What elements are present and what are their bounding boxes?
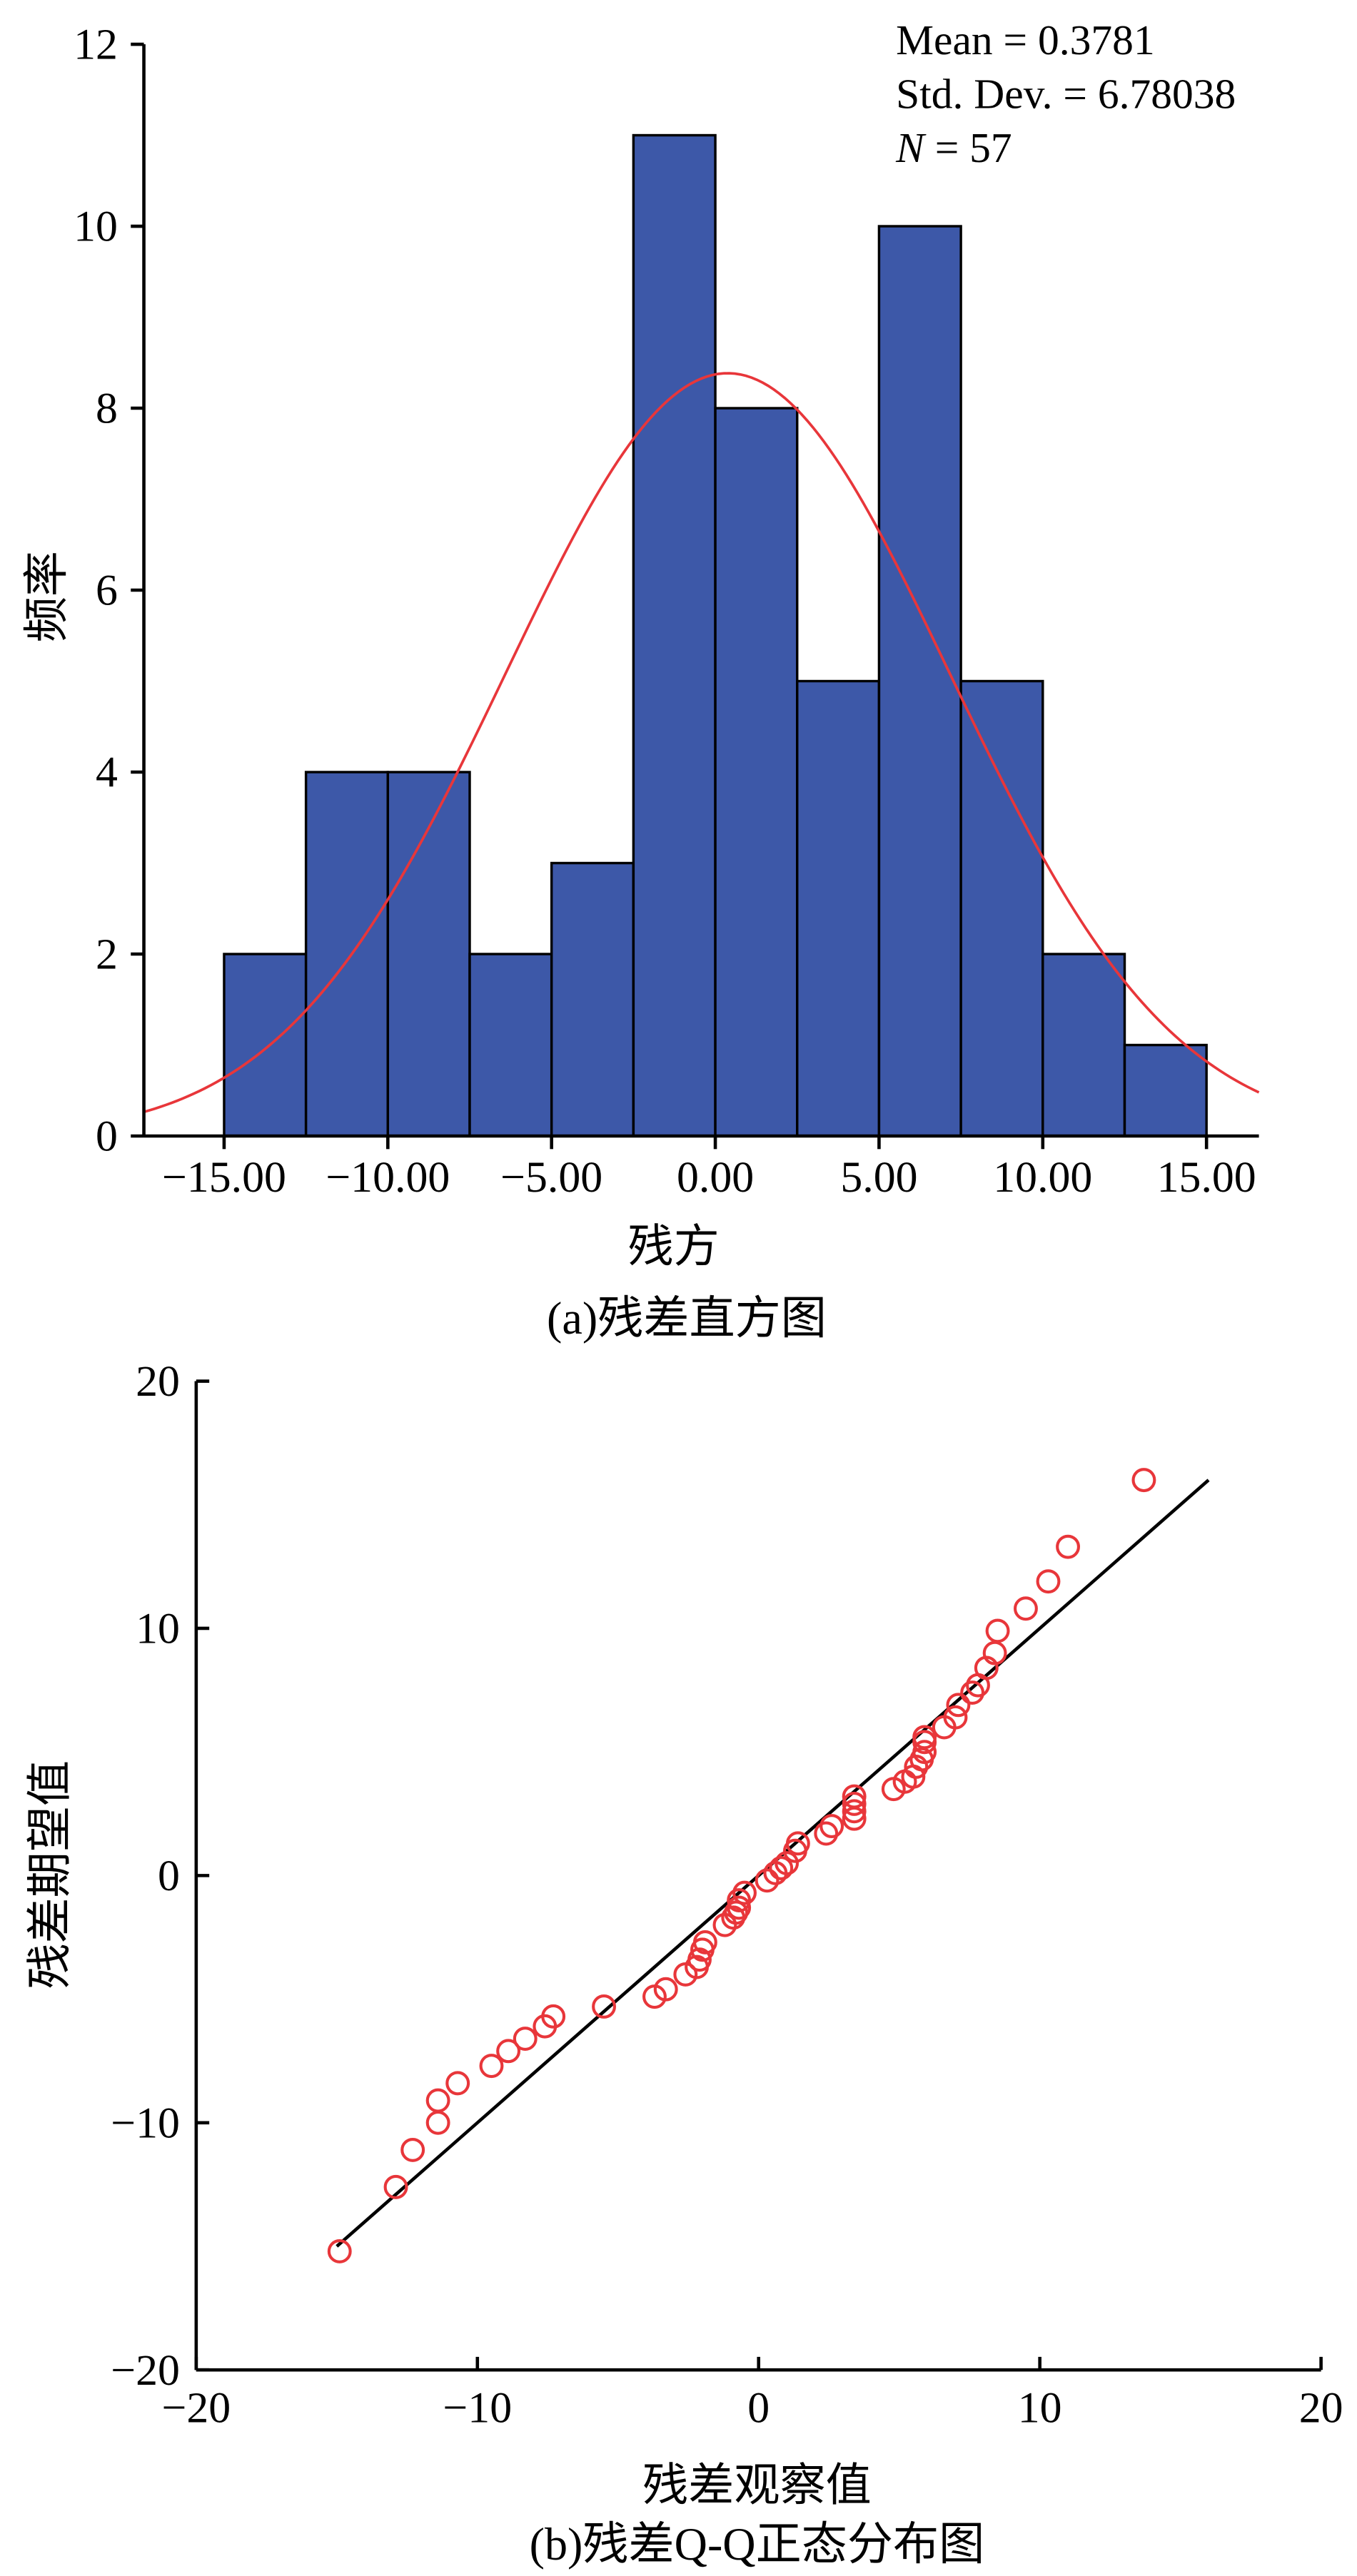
stat-sd: Std. Dev. = 6.78038	[896, 70, 1236, 117]
qq-point	[755, 1868, 780, 1893]
qq-point	[653, 1977, 678, 2002]
histogram-bars	[223, 133, 1208, 1137]
y-tick-label: 0	[158, 1852, 180, 1900]
qq-point	[960, 1680, 985, 1705]
qq-point	[912, 1740, 937, 1765]
qq-caption: (b)残差Q-Q正态分布图	[530, 2519, 985, 2570]
x-tick-label: 0	[747, 2384, 770, 2433]
y-tick-label: −20	[111, 2346, 180, 2395]
stat-n-value: = 57	[924, 124, 1012, 171]
qq-point	[842, 1799, 867, 1824]
qq-point	[1056, 1534, 1081, 1559]
x-tick-label: −10	[443, 2384, 512, 2433]
x-tick-label: 15.00	[1157, 1153, 1256, 1202]
x-tick-label: 0.00	[677, 1153, 754, 1202]
histogram-bar	[304, 771, 390, 1137]
histogram-bar	[959, 679, 1044, 1137]
y-tick-label: 0	[96, 1112, 118, 1161]
qq-point	[727, 1895, 752, 1920]
qq-point	[592, 1994, 617, 2019]
qq-point	[785, 1831, 810, 1856]
qq-point	[842, 1784, 867, 1809]
qq-plot-chart: −20 −10 0 10 20 −20 −10 0 10 20 残差观察值 残差期望值 (b)残差…	[25, 1357, 1343, 2570]
y-tick-label: 12	[74, 21, 118, 69]
y-tick-label: 6	[96, 567, 118, 615]
histogram-bar	[1041, 953, 1126, 1137]
x-tick-label: 10	[1018, 2384, 1062, 2433]
stat-mean: Mean = 0.3781	[896, 16, 1155, 64]
x-tick-label: −20	[161, 2384, 231, 2433]
qq-point	[946, 1693, 971, 1718]
qq-points	[327, 1468, 1156, 2263]
histogram-y-label: 频率	[21, 551, 72, 642]
qq-point	[400, 2137, 425, 2162]
x-tick-label: −15.00	[162, 1153, 286, 1202]
histogram-bar	[386, 771, 471, 1137]
qq-point	[479, 2054, 504, 2079]
qq-point	[445, 2071, 470, 2096]
normal-curve	[143, 372, 1260, 1114]
qq-point	[496, 2039, 521, 2064]
y-tick-label: 4	[96, 749, 118, 797]
histogram-caption: (a)残差直方图	[547, 1293, 827, 1344]
x-tick-label: 5.00	[840, 1153, 917, 1202]
y-tick-label: 20	[136, 1357, 180, 1406]
qq-x-label: 残差观察值	[642, 2460, 872, 2510]
y-tick-label: −10	[111, 2099, 180, 2147]
qq-point	[425, 2110, 450, 2135]
qq-point	[912, 1725, 937, 1750]
histogram-bar	[550, 861, 635, 1137]
qq-point	[1014, 1596, 1038, 1621]
y-tick-label: 8	[96, 385, 118, 433]
qq-point	[513, 2027, 538, 2051]
qq-point	[687, 1947, 712, 1972]
y-tick-label: 10	[74, 203, 118, 251]
histogram-bar	[714, 407, 799, 1137]
qq-point	[732, 1880, 757, 1905]
qq-point	[943, 1705, 968, 1730]
qq-point	[819, 1814, 844, 1839]
qq-point	[541, 2004, 566, 2029]
histogram-x-label: 残方	[627, 1221, 719, 1272]
qq-point	[769, 1856, 794, 1880]
y-tick-label: 2	[96, 930, 118, 979]
qq-point	[383, 2174, 408, 2199]
x-tick-label: 10.00	[993, 1153, 1092, 1202]
stat-n-symbol: N	[895, 124, 927, 171]
histogram-axes: −15.00 −10.00 −5.00 0.00 5.00 10.00 15.00 0 2 4 6 8…	[74, 21, 1259, 1202]
histogram-bar	[223, 953, 308, 1137]
qq-y-label: 残差期望值	[25, 1760, 76, 1989]
qq-point	[814, 1821, 839, 1846]
histogram-bar	[468, 953, 553, 1137]
qq-point	[1036, 1569, 1061, 1594]
histogram-bar	[1123, 1043, 1208, 1137]
x-tick-label: −5.00	[500, 1153, 602, 1202]
qq-point	[985, 1618, 1010, 1643]
stat-n: N = 57	[895, 124, 1012, 171]
x-tick-label: −10.00	[326, 1153, 450, 1202]
qq-axes: −20 −10 0 10 20 −20 −10 0 10 20	[111, 1357, 1343, 2432]
qq-point	[692, 1930, 717, 1954]
histogram-bar	[877, 225, 962, 1137]
qq-point	[842, 1791, 867, 1816]
qq-point	[775, 1851, 799, 1876]
y-tick-label: 10	[136, 1605, 180, 1653]
histogram-bar	[796, 679, 881, 1137]
histogram-bar	[632, 133, 717, 1137]
x-tick-label: 20	[1299, 2384, 1343, 2433]
qq-point	[1131, 1468, 1156, 1493]
qq-point	[425, 2088, 450, 2113]
qq-point	[727, 1888, 752, 1912]
qq-point	[327, 2238, 352, 2263]
histogram-chart: −15.00 −10.00 −5.00 0.00 5.00 10.00 15.00 0 2 4 6 8…	[21, 16, 1260, 1344]
